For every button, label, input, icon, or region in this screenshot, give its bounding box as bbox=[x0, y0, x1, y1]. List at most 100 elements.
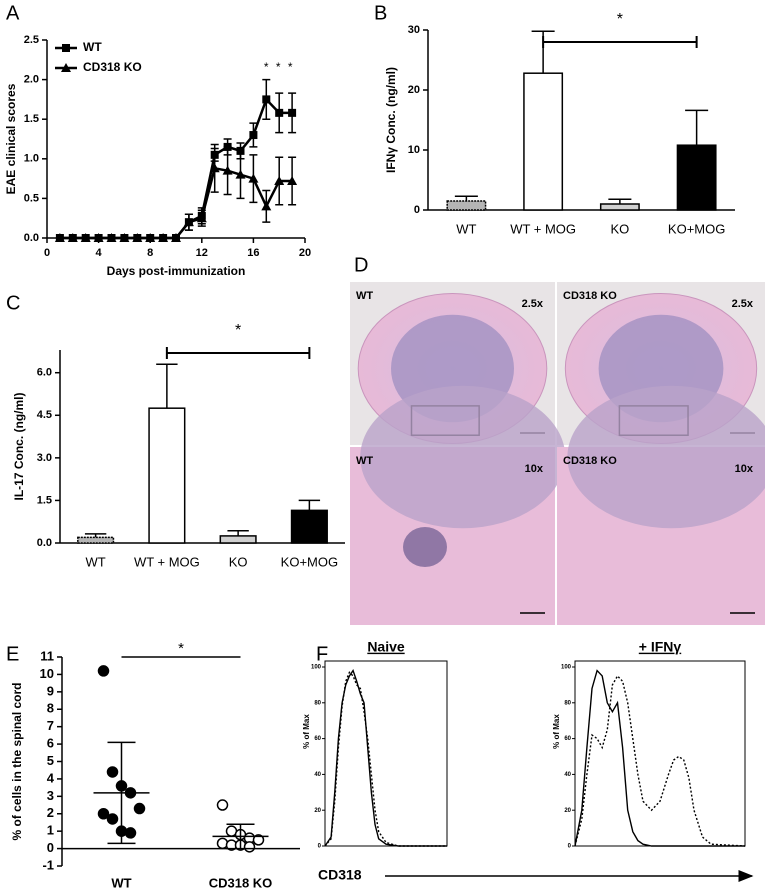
y-axis-label: % of Max bbox=[552, 714, 561, 749]
dot bbox=[97, 808, 110, 820]
y-tick-label: 11 bbox=[40, 648, 54, 663]
y-tick-label: 0.5 bbox=[24, 192, 39, 204]
bar bbox=[599, 203, 640, 211]
y-axis-label: IFNγ Conc. (ng/ml) bbox=[384, 67, 398, 173]
y-tick-label: 60 bbox=[564, 736, 571, 742]
y-tick-label: 8 bbox=[47, 701, 54, 716]
y-tick-label: 6.0 bbox=[37, 367, 52, 379]
y-tick-label: 2.0 bbox=[24, 74, 39, 86]
tile-magnification: 10x bbox=[525, 463, 544, 475]
dot bbox=[106, 813, 119, 825]
tile-label: WT bbox=[356, 455, 373, 467]
marker bbox=[249, 131, 258, 140]
dot bbox=[216, 837, 229, 850]
error-bar bbox=[227, 530, 249, 536]
x-tick-label: CD318 KO bbox=[209, 875, 273, 890]
x-tick-label: 4 bbox=[96, 247, 103, 259]
error-bar bbox=[298, 499, 321, 511]
annotation: * bbox=[235, 322, 241, 339]
marker bbox=[106, 233, 117, 242]
marker bbox=[274, 175, 285, 185]
dot bbox=[97, 665, 110, 677]
bar bbox=[219, 535, 257, 544]
dot bbox=[133, 802, 146, 815]
histogram-curve bbox=[574, 669, 745, 847]
annotation: * bbox=[617, 11, 623, 28]
marker bbox=[248, 173, 259, 183]
x-tick-label: KO+MOG bbox=[281, 554, 338, 569]
y-tick-label: 0 bbox=[568, 844, 572, 850]
x-tick-label: 12 bbox=[196, 247, 208, 259]
y-tick-label: 1 bbox=[47, 823, 54, 838]
y-tick-label: -1 bbox=[42, 857, 54, 872]
error-bar bbox=[685, 109, 709, 146]
y-tick-label: 100 bbox=[311, 665, 322, 671]
panel-letter: B bbox=[374, 2, 387, 24]
y-tick-label: 80 bbox=[314, 700, 321, 706]
y-tick-label: 5 bbox=[47, 753, 54, 768]
annotation: * * * bbox=[264, 60, 295, 74]
x-tick-label: KO bbox=[229, 554, 248, 569]
error-bar bbox=[156, 363, 178, 409]
marker bbox=[93, 233, 104, 242]
tile-label: WT bbox=[356, 290, 373, 302]
error-bar bbox=[608, 198, 632, 204]
y-tick-label: 3 bbox=[47, 788, 54, 803]
marker bbox=[158, 233, 169, 242]
panel-letter: E bbox=[6, 643, 19, 665]
marker bbox=[196, 213, 207, 223]
y-tick-label: 9 bbox=[47, 683, 54, 698]
sd-bar bbox=[226, 823, 255, 850]
y-tick-label: 20 bbox=[564, 808, 571, 814]
marker bbox=[145, 233, 156, 242]
y-tick-label: 2.5 bbox=[24, 34, 39, 46]
dot bbox=[243, 841, 256, 853]
marker bbox=[132, 233, 143, 242]
histogram-curve bbox=[324, 669, 447, 847]
y-tick-label: 20 bbox=[314, 808, 321, 814]
bar bbox=[290, 509, 328, 544]
x-tick-label: WT + MOG bbox=[510, 221, 576, 236]
plot-title: + IFNγ bbox=[639, 639, 682, 655]
marker bbox=[288, 108, 297, 117]
infiltrate bbox=[403, 527, 447, 567]
y-tick-label: 4 bbox=[47, 770, 55, 785]
significance-bracket bbox=[542, 36, 698, 48]
dot bbox=[124, 827, 137, 839]
y-tick-label: 10 bbox=[40, 666, 54, 681]
gray-matter bbox=[567, 385, 765, 529]
y-tick-label: 40 bbox=[564, 772, 571, 778]
panel-letter: F bbox=[316, 643, 328, 665]
y-axis-label: EAE clinical scores bbox=[4, 83, 18, 194]
marker bbox=[61, 63, 71, 72]
y-axis-label: % of Max bbox=[302, 714, 311, 749]
y-tick-label: 0 bbox=[47, 840, 54, 855]
bar bbox=[77, 536, 115, 544]
marker bbox=[235, 169, 246, 179]
y-tick-label: 6 bbox=[47, 736, 54, 751]
tile-magnification: 2.5x bbox=[732, 298, 754, 310]
plot-frame bbox=[324, 660, 448, 847]
y-tick-label: 60 bbox=[314, 736, 321, 742]
panel-letter: D bbox=[354, 254, 368, 276]
y-tick-label: 10 bbox=[408, 144, 420, 156]
y-tick-label: 1.5 bbox=[37, 494, 52, 506]
histogram-curve bbox=[324, 671, 447, 847]
x-tick-label: KO bbox=[610, 221, 629, 236]
y-tick-label: 7 bbox=[47, 718, 54, 733]
error-bar bbox=[84, 533, 107, 538]
dot bbox=[252, 834, 265, 846]
legend-label: CD318 KO bbox=[83, 60, 142, 74]
marker bbox=[287, 175, 298, 185]
dot bbox=[106, 766, 119, 778]
significance-bracket bbox=[165, 347, 311, 359]
y-tick-label: 2 bbox=[47, 805, 54, 820]
plot-frame bbox=[574, 660, 746, 847]
x-tick-label: KO+MOG bbox=[668, 221, 725, 236]
y-tick-label: 0 bbox=[318, 844, 322, 850]
series-line bbox=[59, 97, 293, 240]
gray-matter bbox=[360, 385, 566, 529]
y-tick-label: 3.0 bbox=[37, 452, 52, 464]
x-axis-label: Days post-immunization bbox=[107, 264, 246, 278]
y-tick-label: 1.0 bbox=[24, 153, 39, 165]
